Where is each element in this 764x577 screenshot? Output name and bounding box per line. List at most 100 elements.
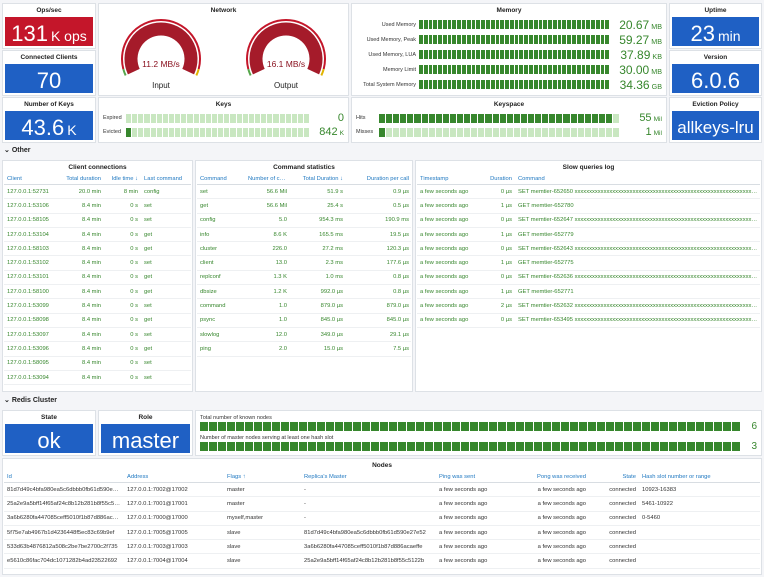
column-header[interactable]: Idle time ↓ (111, 176, 138, 182)
bar-label: Used Memory, LUA (368, 51, 416, 58)
bar-label: Number of master nodes serving at least … (200, 434, 334, 441)
table-cell: 0 s (130, 360, 138, 367)
led-cell (438, 20, 442, 29)
table-row: 25a2e9a5bff14f65af24c8b12b281b8f55c5122b… (4, 497, 760, 512)
column-header[interactable]: Ping was sent (439, 474, 476, 480)
led-cell (254, 113, 261, 123)
led-cell (461, 441, 470, 451)
led-cell (200, 441, 209, 451)
led-cell (457, 80, 462, 89)
unit: Mil (653, 130, 662, 137)
table-row: command 1.0 879.0 µs 879.0 µs (197, 299, 411, 314)
table-cell: config (200, 217, 216, 224)
table-cell: 8.4 min (81, 345, 101, 352)
led-cell (505, 20, 509, 29)
led-cell (419, 20, 423, 29)
table-cell: 15.0 µs (323, 345, 343, 352)
command-table-panel: Command statistics Command Number of call… (195, 160, 413, 392)
row-header[interactable]: ⌄ Other (4, 147, 31, 154)
led-cell (209, 421, 218, 431)
table-cell: set (144, 260, 152, 267)
column-header[interactable]: Total duration (66, 176, 101, 182)
led-cell (557, 65, 562, 74)
led-cell (434, 421, 443, 431)
led-cell (586, 20, 591, 29)
table-row: get 56.6 Mil 25.4 s 0.5 µs (197, 199, 411, 214)
led-cell (452, 65, 457, 74)
table-row: a few seconds ago 1 µs GET memtier-652780 (417, 199, 760, 214)
column-header[interactable]: Id (7, 474, 12, 480)
table-cell: set (200, 188, 208, 195)
led-cell (423, 65, 428, 74)
column-header[interactable]: Last command (144, 176, 183, 182)
table-cell: SET memtier-652647 xxxxxxxxxxxxxxxxxxxxx… (518, 217, 761, 224)
led-cell (230, 127, 236, 137)
column-header[interactable]: Command (518, 176, 545, 182)
led-cell (569, 441, 578, 451)
stat-value: 131 K ops (5, 17, 93, 46)
eviction-panel: Eviction Policy allkeys-lru (669, 97, 762, 143)
led-cell (393, 127, 400, 137)
row-header[interactable]: ⌄ Redis Cluster (4, 397, 57, 404)
column-header[interactable]: Duration per call (366, 176, 409, 182)
column-header[interactable]: Duration (490, 176, 512, 182)
column-header[interactable]: Hash slot number or range (642, 474, 711, 480)
led-cell (218, 441, 227, 451)
column-header[interactable]: Total Duration ↓ (302, 176, 343, 182)
led-cell (524, 35, 528, 44)
table-cell: 0 s (130, 303, 138, 310)
table-row: 5f75e7ab4967b1d4236448f5ec83c69b9ef 127.0… (4, 526, 760, 541)
table-row: 127.0.0.1:53096 8.4 min 0 s get (4, 342, 191, 357)
led-cell (549, 127, 556, 137)
led-cell (490, 65, 495, 74)
column-header[interactable]: Timestamp (420, 176, 449, 182)
led-cell (481, 65, 485, 74)
led-cell (572, 35, 576, 44)
led-cell (485, 80, 490, 89)
column-header[interactable]: Number of calls (248, 176, 289, 182)
table-cell: 0 µs (500, 274, 512, 281)
led-cell (227, 421, 236, 431)
column-header[interactable]: State (622, 474, 636, 480)
table-cell: set (144, 374, 152, 381)
led-cell (181, 113, 187, 123)
column-header[interactable]: Pong was received (537, 474, 586, 480)
table-cell: 0 s (130, 231, 138, 238)
column-header[interactable]: Client (7, 176, 22, 182)
table-cell: 5461-10922 (642, 500, 673, 507)
led-cell (200, 421, 209, 431)
led-cell (447, 50, 452, 59)
led-cell (495, 20, 500, 29)
led-cell (308, 441, 317, 451)
led-cell (126, 127, 132, 137)
column-header[interactable]: Flags ↑ (227, 474, 246, 480)
value: 20.67 (619, 17, 650, 32)
led-cell (485, 35, 490, 44)
led-cell (168, 113, 175, 123)
table-cell: 954.3 ms (319, 217, 343, 224)
led-bar (200, 421, 740, 431)
led-cell (598, 127, 605, 137)
table-cell: a few seconds ago (420, 217, 469, 224)
led-cell (379, 113, 386, 123)
table-row: config 5.0 954.3 ms 190.9 ms (197, 214, 411, 228)
unit: GB (651, 81, 662, 91)
led-cell (144, 127, 150, 137)
led-cell (500, 65, 505, 74)
led-cell (236, 127, 242, 137)
table-cell: 533d63b4876812a508c2be7be2700c2f735 (7, 543, 118, 550)
column-header[interactable]: Command (200, 176, 227, 182)
row-title: Other (11, 147, 31, 154)
led-bar (200, 441, 740, 451)
column-header[interactable]: Address (127, 474, 149, 480)
key-count-panel: Number of Keys 43.6 K (2, 97, 96, 143)
led-cell (538, 20, 543, 29)
table-cell: connected (609, 529, 636, 536)
led-cell (562, 65, 567, 74)
column-header[interactable]: Replica's Master (304, 474, 347, 480)
bar-label: Used Memory (381, 21, 416, 28)
led-cell (281, 421, 290, 431)
led-cell (542, 441, 551, 451)
led-cell (435, 127, 442, 137)
led-cell (407, 441, 416, 451)
